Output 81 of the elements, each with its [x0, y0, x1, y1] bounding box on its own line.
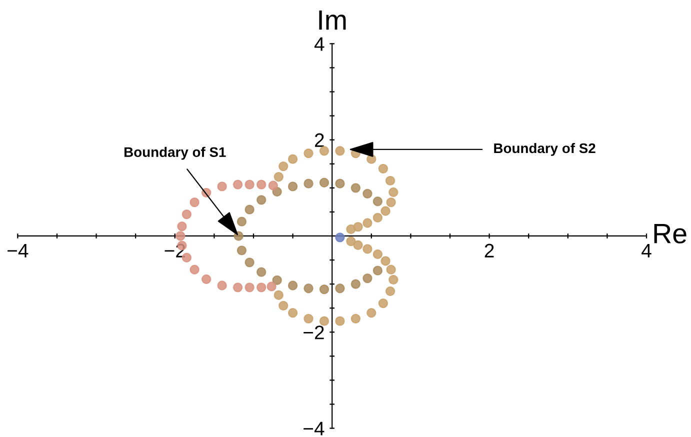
point — [304, 314, 314, 324]
point — [378, 164, 388, 174]
point — [346, 236, 356, 246]
annotation: Boundary of S2 — [494, 142, 596, 156]
point — [346, 224, 356, 234]
x-tick-label: 2 — [484, 244, 494, 258]
point — [380, 206, 390, 216]
point — [380, 256, 390, 266]
point — [353, 240, 363, 250]
point — [385, 176, 396, 186]
point — [232, 180, 243, 190]
point — [272, 275, 282, 286]
point — [366, 308, 376, 318]
point — [385, 286, 396, 296]
point — [362, 188, 372, 199]
point — [288, 280, 298, 290]
y-tick-label: 2 — [314, 133, 324, 147]
point — [256, 282, 266, 292]
point — [256, 180, 266, 190]
point — [319, 178, 330, 188]
y-tick-label: −4 — [304, 422, 324, 436]
point — [256, 195, 266, 205]
point — [244, 282, 254, 292]
point — [236, 246, 247, 256]
point — [288, 182, 298, 192]
point — [278, 300, 288, 311]
x-axis-title: Re — [654, 224, 686, 244]
y-tick-label: 4 — [314, 37, 324, 51]
point — [304, 178, 314, 188]
point — [244, 180, 254, 190]
point — [335, 316, 345, 326]
annotation: Boundary of S1 — [124, 146, 226, 160]
point — [386, 197, 396, 208]
point — [217, 182, 227, 192]
point — [201, 274, 212, 284]
point — [335, 284, 345, 294]
point — [378, 298, 388, 308]
point — [372, 249, 383, 260]
x-tick-label: 4 — [642, 244, 652, 258]
point — [335, 178, 345, 188]
point — [319, 284, 330, 294]
point — [274, 290, 284, 300]
point — [372, 212, 383, 223]
point — [217, 280, 227, 290]
point — [190, 197, 200, 208]
point — [278, 161, 288, 172]
point — [362, 218, 372, 228]
point — [335, 232, 345, 242]
y-axis-title: Im — [319, 10, 346, 30]
point — [386, 264, 396, 274]
point — [388, 274, 398, 285]
point — [274, 172, 284, 182]
point — [335, 146, 345, 156]
x-tick-label: −4 — [8, 244, 28, 258]
point — [350, 314, 361, 324]
point — [232, 282, 243, 292]
point — [176, 231, 186, 241]
point — [268, 180, 278, 190]
point — [362, 273, 372, 284]
point — [256, 267, 266, 277]
point — [319, 316, 330, 326]
point — [388, 187, 398, 198]
point — [236, 216, 247, 226]
point — [350, 279, 361, 289]
point — [182, 210, 192, 220]
y-tick-label: −2 — [304, 326, 324, 340]
point — [244, 258, 254, 268]
point — [319, 146, 330, 156]
point — [288, 154, 298, 164]
point — [177, 222, 187, 232]
point — [304, 148, 314, 158]
x-tick-label: −2 — [164, 244, 185, 258]
point — [362, 244, 372, 254]
point — [288, 308, 298, 318]
point — [266, 282, 276, 292]
point — [372, 196, 383, 206]
point — [244, 204, 254, 214]
point — [304, 284, 314, 294]
point — [372, 266, 383, 276]
point — [190, 264, 200, 274]
point — [350, 183, 361, 193]
